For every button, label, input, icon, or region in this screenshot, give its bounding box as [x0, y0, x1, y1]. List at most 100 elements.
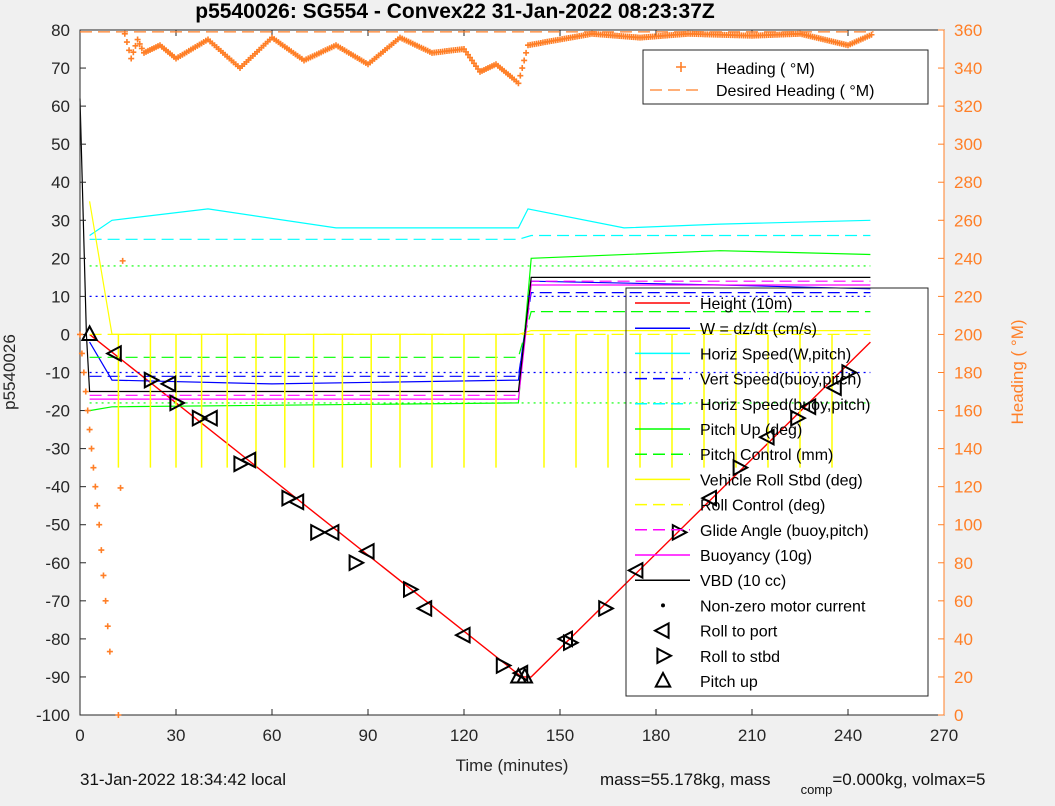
- roll-to-stbd-marker: [348, 553, 366, 572]
- heading-marker: [80, 369, 87, 376]
- heading-legend-icon: [676, 62, 686, 72]
- footer-mass-info: mass=55.178kg, mass comp=0.000kg, volmax=…: [600, 770, 985, 797]
- y2-tick-label: 320: [954, 97, 982, 116]
- y-tick-label: -80: [45, 630, 70, 649]
- y2-tick-label: 240: [954, 249, 982, 268]
- y-axis-label: p5540026: [0, 334, 19, 410]
- y2-tick-label: 220: [954, 287, 982, 306]
- y-tick-label: 0: [61, 325, 70, 344]
- y2-tick-label: 40: [954, 630, 973, 649]
- heading-marker: [519, 65, 526, 72]
- heading-marker: [134, 36, 141, 43]
- y2-tick-label: 80: [954, 554, 973, 573]
- heading-marker: [132, 42, 139, 49]
- roll-to-port-marker: [799, 397, 817, 416]
- heading-marker: [92, 483, 99, 490]
- heading-marker: [94, 502, 101, 509]
- heading-marker: [90, 464, 97, 471]
- series-line-vbd-10-cc-: [79, 98, 871, 393]
- roll-to-port-marker: [825, 378, 842, 397]
- pitch-up-marker: [515, 666, 534, 684]
- legend-label-horiz-speed-buoy-pitch-: Horiz Speed(buoy,pitch): [700, 397, 870, 414]
- roll-to-stbd-marker: [169, 394, 187, 412]
- legend-label-horiz-speed-w-pitch-: Horiz Speed(W,pitch): [700, 346, 851, 363]
- y-tick-label: -90: [45, 668, 70, 687]
- y2-tick-label: 280: [954, 173, 982, 192]
- heading-marker: [102, 597, 109, 604]
- heading-marker: [86, 426, 93, 433]
- roll-to-port-marker: [357, 542, 375, 561]
- legend-icon-roll-to-port: [652, 621, 670, 640]
- y2-tick-label: 120: [954, 478, 982, 497]
- y2-tick-label: 300: [954, 135, 982, 154]
- heading-marker: [88, 445, 95, 452]
- heading-marker: [521, 57, 528, 64]
- footer-mass-subscript: comp: [800, 782, 833, 797]
- legend-label-height-10m-: Height (10m): [700, 296, 792, 313]
- roll-to-stbd-marker: [732, 458, 750, 477]
- y2-tick-label: 260: [954, 211, 982, 230]
- heading-marker: [136, 40, 143, 47]
- heading-marker: [77, 331, 83, 338]
- heading-marker: [119, 257, 126, 264]
- y-tick-label: 70: [51, 59, 70, 78]
- y2-tick-label: 100: [954, 516, 982, 535]
- heading-marker: [78, 350, 85, 357]
- roll-to-stbd-marker: [495, 656, 513, 675]
- legend-box: [625, 287, 929, 697]
- x-tick-label: 90: [359, 726, 378, 745]
- x-tick-label: 210: [738, 726, 766, 745]
- heading-marker: [121, 30, 128, 37]
- y2-tick-label: 140: [954, 440, 982, 459]
- footer-local-time: 31-Jan-2022 18:34:42 local: [80, 770, 287, 789]
- y2-tick-label: 340: [954, 59, 982, 78]
- legend-label-buoyancy-10g-: Buoyancy (10g): [700, 548, 812, 565]
- heading-legend-label: Heading ( °M): [716, 61, 815, 78]
- heading-marker: [523, 49, 530, 56]
- heading-marker: [126, 47, 133, 54]
- y2-axis-label: Heading ( °M): [1008, 319, 1027, 424]
- heading-marker: [98, 547, 105, 554]
- x-tick-label: 0: [75, 726, 84, 745]
- legend-icon-non-zero-motor-current: [661, 603, 665, 608]
- series-line-vehicle-roll-stbd-deg-: [89, 201, 871, 335]
- y-tick-label: 20: [51, 249, 70, 268]
- series-lines: [79, 98, 871, 678]
- y-tick-label: 10: [51, 287, 70, 306]
- y2-tick-label: 180: [954, 364, 982, 383]
- legend-icon-pitch-up: [654, 670, 672, 688]
- roll-to-stbd-marker: [563, 633, 580, 652]
- legend-label-pitch-control-mm-: Pitch Control (mm): [700, 447, 833, 464]
- heading-marker: [130, 49, 137, 56]
- roll-to-stbd-marker: [598, 599, 615, 618]
- pitch-up-marker: [80, 324, 99, 342]
- roll-to-port-marker: [453, 626, 471, 644]
- x-tick-label: 180: [642, 726, 670, 745]
- y-tick-label: -100: [36, 706, 70, 725]
- x-tick-label: 240: [834, 726, 862, 745]
- heading-marker: [104, 623, 111, 630]
- roll-to-stbd-marker: [281, 489, 299, 507]
- y-tick-label: -40: [45, 478, 70, 497]
- roll-to-port-marker: [105, 344, 122, 363]
- x-tick-label: 30: [167, 726, 186, 745]
- y2-tick-label: 160: [954, 402, 982, 421]
- legend-icon-roll-to-stbd: [656, 646, 674, 665]
- y2-tick-label: 200: [954, 325, 982, 344]
- y2-tick-label: 0: [954, 706, 963, 725]
- y-tick-label: -30: [45, 440, 70, 459]
- legend-label-non-zero-motor-current: Non-zero motor current: [700, 598, 866, 615]
- roll-to-stbd-marker: [191, 409, 209, 428]
- legend-label-glide-angle-buoy-pitch-: Glide Angle (buoy,pitch): [700, 523, 869, 540]
- footer-mass: mass=55.178kg, mass: [600, 770, 771, 789]
- series-line-horiz-speed-w-pitch-: [89, 208, 871, 236]
- roll-to-stbd-marker: [790, 409, 807, 428]
- legend-label-roll-to-stbd: Roll to stbd: [700, 649, 780, 666]
- legend-label-roll-control-deg-: Roll Control (deg): [700, 498, 825, 515]
- legend-label-vert-speed-buoy-pitch-: Vert Speed(buoy,pitch): [700, 372, 862, 389]
- y-tick-label: -70: [45, 592, 70, 611]
- legend-label-pitch-up: Pitch up: [700, 674, 758, 691]
- x-tick-label: 60: [263, 726, 282, 745]
- y2-tick-label: 360: [954, 21, 982, 40]
